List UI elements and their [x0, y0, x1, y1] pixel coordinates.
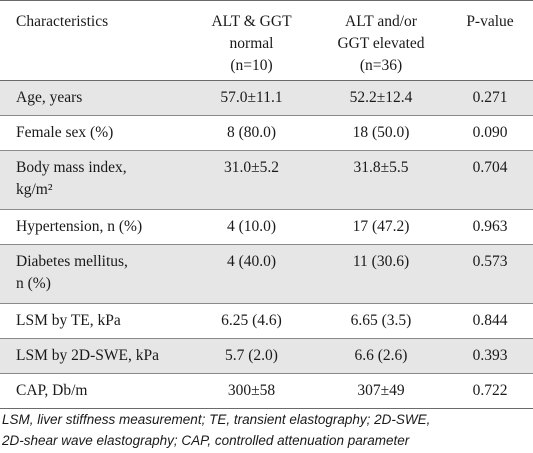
header-elevated-line2: GGT elevated: [337, 35, 425, 52]
header-normal-line2: normal: [229, 35, 274, 52]
row-normal-value: 300±58: [227, 382, 276, 399]
header-pvalue-label: P-value: [466, 13, 514, 30]
row-label: Female sex (%): [0, 116, 188, 151]
row-label-line: Body mass index,: [16, 159, 127, 176]
table-row: Hypertension, n (%) 4 (10.0) 17 (47.2) 0…: [0, 209, 533, 245]
table-row: Female sex (%) 8 (80.0) 18 (50.0) 0.090: [0, 115, 533, 151]
row-normal-value: 5.7 (2.0): [225, 347, 278, 364]
table-row: Diabetes mellitus, n (%) 4 (40.0) 11 (30…: [0, 244, 533, 304]
row-pvalue: 0.722: [472, 382, 508, 399]
header-characteristics-label: Characteristics: [16, 13, 109, 30]
header-characteristics: Characteristics: [0, 0, 188, 81]
row-normal-value: 6.25 (4.6): [221, 312, 282, 329]
row-elevated-value: 6.6 (2.6): [354, 347, 408, 364]
characteristics-table-container: Characteristics ALT & GGT normal (n=10) …: [0, 0, 533, 409]
header-row: Characteristics ALT & GGT normal (n=10) …: [0, 0, 533, 81]
row-label-line: Female sex (%): [16, 124, 114, 141]
row-elevated-value: 11 (30.6): [352, 253, 410, 270]
row-elevated-value: 6.65 (3.5): [350, 312, 412, 329]
row-label: Hypertension, n (%): [0, 210, 188, 245]
characteristics-table: Characteristics ALT & GGT normal (n=10) …: [0, 0, 533, 409]
row-label: CAP, Db/m: [0, 374, 188, 409]
row-pvalue: 0.090: [472, 124, 508, 141]
row-label: LSM by TE, kPa: [0, 304, 188, 339]
row-pvalue: 0.573: [472, 253, 508, 270]
row-normal-value: 57.0±11.1: [220, 89, 283, 106]
header-normal-line1: ALT & GGT: [211, 13, 292, 30]
row-label-line: LSM by TE, kPa: [16, 312, 121, 329]
header-elevated-line1: ALT and/or: [345, 13, 417, 30]
row-pvalue: 0.963: [472, 218, 508, 235]
header-normal-line3: (n=10): [230, 57, 273, 74]
row-elevated-value: 31.8±5.5: [353, 159, 409, 176]
header-normal-group: ALT & GGT normal (n=10): [188, 0, 315, 81]
row-label-line: CAP, Db/m: [16, 382, 88, 399]
row-normal-value: 4 (40.0): [226, 253, 277, 270]
row-normal-value: 31.0±5.2: [223, 159, 279, 176]
row-label: LSM by 2D-SWE, kPa: [0, 339, 188, 374]
footnote-line2: 2D-shear wave elastography; CAP, control…: [2, 433, 410, 448]
row-elevated-value: 52.2±12.4: [349, 89, 413, 106]
table-footnote: LSM, liver stiffness measurement; TE, tr…: [2, 409, 532, 451]
row-elevated-value: 17 (47.2): [352, 218, 410, 235]
row-pvalue: 0.271: [472, 89, 508, 106]
header-pvalue: P-value: [447, 0, 533, 81]
table-header: Characteristics ALT & GGT normal (n=10) …: [0, 0, 533, 81]
footnote-line1: LSM, liver stiffness measurement; TE, tr…: [2, 412, 431, 427]
row-label: Diabetes mellitus, n (%): [0, 245, 188, 304]
row-elevated-value: 307±49: [357, 382, 405, 399]
row-label: Age, years: [0, 81, 188, 116]
row-pvalue: 0.704: [472, 159, 508, 176]
row-label-line: Hypertension, n (%): [16, 218, 143, 235]
row-label-line: Age, years: [16, 89, 83, 106]
table-row: Body mass index, kg/m² 31.0±5.2 31.8±5.5…: [0, 150, 533, 210]
row-label-line: kg/m²: [16, 181, 53, 198]
table-row: Age, years 57.0±11.1 52.2±12.4 0.271: [0, 80, 533, 116]
row-pvalue: 0.393: [472, 347, 508, 364]
row-normal-value: 4 (10.0): [226, 218, 277, 235]
table-row: LSM by 2D-SWE, kPa 5.7 (2.0) 6.6 (2.6) 0…: [0, 338, 533, 374]
header-elevated-line3: (n=36): [359, 57, 403, 74]
table-body: Age, years 57.0±11.1 52.2±12.4 0.271 Fem…: [0, 80, 533, 409]
row-label-line: LSM by 2D-SWE, kPa: [16, 347, 159, 364]
row-normal-value: 8 (80.0): [226, 124, 277, 141]
row-elevated-value: 18 (50.0): [352, 124, 410, 141]
table-row: CAP, Db/m 300±58 307±49 0.722: [0, 373, 533, 409]
row-label: Body mass index, kg/m²: [0, 151, 188, 210]
row-label-line: n (%): [16, 275, 51, 292]
header-elevated-group: ALT and/or GGT elevated (n=36): [315, 0, 447, 81]
table-row: LSM by TE, kPa 6.25 (4.6) 6.65 (3.5) 0.8…: [0, 303, 533, 339]
row-pvalue: 0.844: [472, 312, 508, 329]
row-label-line: Diabetes mellitus,: [16, 253, 128, 270]
